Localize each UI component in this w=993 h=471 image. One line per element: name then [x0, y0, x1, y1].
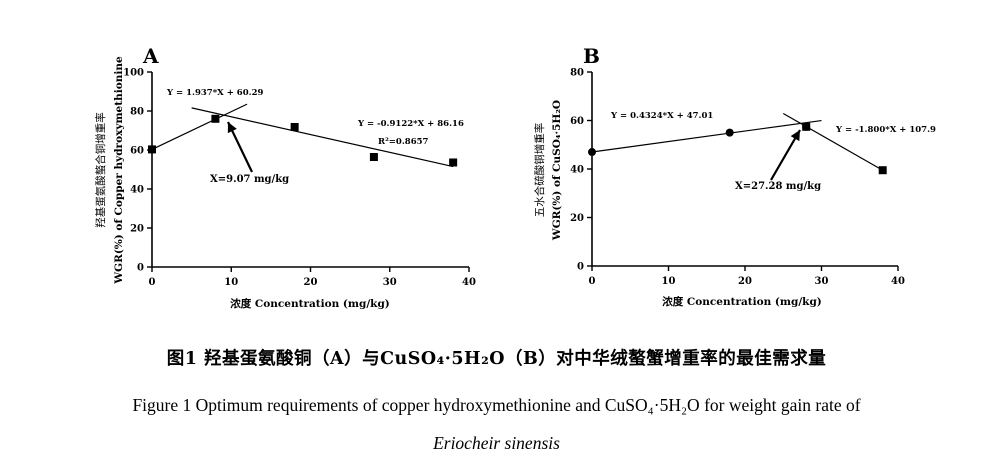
panel-a-x-tick-label: 40 [462, 277, 476, 288]
panel-a-optimum-label: X=9.07 mg/kg [210, 174, 289, 185]
panel-a-y-tick-label: 100 [123, 68, 144, 79]
panel-b-x-axis-label: 浓度 Concentration (mg/kg) [662, 295, 822, 308]
panel-a-y-axis-label-zh: 羟基蛋氨酸螯合铜增重率 [94, 112, 107, 228]
figure-caption-zh: 图1 羟基蛋氨酸铜（A）与CuSO₄·5H₂O（B）对中华绒螯蟹增重率的最佳需求… [166, 349, 827, 369]
panel-b-fit-line [782, 112, 883, 171]
panel-b-x-tick-label: 20 [738, 276, 752, 287]
panel-a-data-point-square [290, 122, 299, 131]
panel-b-x-tick-label: 10 [662, 276, 676, 287]
panel-b-optimum-arrow-head [790, 130, 800, 142]
panel-b-fit-equation: Y = 0.4324*X + 47.01 [610, 111, 713, 121]
panel-a-x-tick-label: 30 [383, 277, 397, 288]
panel-b-y-tick-label: 20 [570, 213, 584, 224]
panel-a-letter: A [142, 44, 159, 68]
panel-b-y-tick-label: 0 [577, 262, 584, 273]
panel-b-y-axis-label-zh: 五水合硫酸铜增重率 [533, 123, 546, 218]
panel-b-y-tick-label: 80 [570, 68, 584, 79]
panel-a-y-tick-label: 60 [130, 146, 144, 157]
panel-a-x-tick-label: 20 [304, 277, 318, 288]
panel-a-r-squared-label: R²=0.8657 [378, 137, 429, 147]
panel-a-x-tick-label: 0 [149, 277, 156, 288]
panel-b-x-tick-label: 0 [589, 276, 596, 287]
panel-a-fit-line [151, 103, 248, 150]
panel-a-y-tick-label: 20 [130, 224, 144, 235]
panel-b-x-tick-label: 40 [891, 276, 905, 287]
panel-a-x-tick-label: 10 [224, 277, 238, 288]
panel-b-data-point-circle [588, 148, 596, 157]
panel-a-fit-equation: Y = -0.9122*X + 86.16 [357, 119, 464, 129]
panel-a-x-axis-label: 浓度 Concentration (mg/kg) [230, 297, 390, 310]
panel-a-y-tick-label: 0 [137, 263, 144, 274]
panel-b-data-point-square [802, 122, 811, 131]
panel-a-data-point-square [148, 145, 156, 154]
panel-a-data-point-square [211, 114, 220, 123]
panel-b-data-point-square [878, 166, 887, 175]
panel-a-data-point-square [449, 158, 458, 167]
figure-caption-species: Eriocheir sinensis [433, 433, 560, 453]
panel-a-y-tick-label: 80 [130, 107, 144, 118]
panel-a-fit-line [191, 107, 454, 168]
panel-b-x-tick-label: 30 [815, 276, 829, 287]
panel-a-optimum-arrow-head [227, 122, 237, 134]
figure-caption-en: Figure 1 Optimum requirements of copper … [132, 395, 861, 415]
panel-b-y-tick-label: 40 [570, 165, 584, 176]
panel-a-data-point-square [369, 153, 378, 162]
panel-b-letter: B [583, 44, 600, 68]
panel-b-optimum-label: X=27.28 mg/kg [735, 181, 821, 192]
panel-b-fit-equation: Y = -1.800*X + 107.9 [835, 125, 936, 135]
panel-b-y-tick-label: 60 [570, 116, 584, 127]
panel-a-y-tick-label: 40 [130, 185, 144, 196]
panel-b-y-axis-label-en: WGR(%) of CuSO₄·5H₂O [551, 100, 563, 241]
panel-b-data-point-circle [725, 128, 734, 137]
panel-a-y-axis-label-en: WGR(%) of Copper hydroxymethionine [113, 56, 125, 285]
panel-a-fit-equation: Y = 1.937*X + 60.29 [166, 88, 264, 98]
panel-b-fit-line [591, 119, 822, 153]
